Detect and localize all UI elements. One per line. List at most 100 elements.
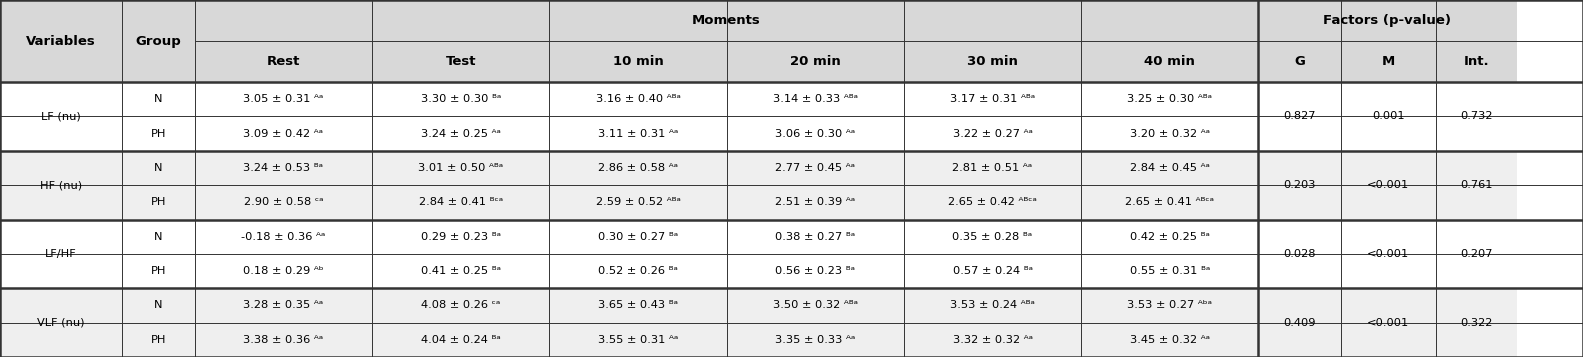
Text: 0.41 ± 0.25 ᴮᵃ: 0.41 ± 0.25 ᴮᵃ [421, 266, 500, 276]
Bar [904, 116, 1081, 151]
Bar [549, 220, 727, 254]
Bar [195, 0, 1258, 41]
Bar [549, 185, 727, 220]
Text: 0.827: 0.827 [1284, 111, 1315, 121]
Text: 3.25 ± 0.30 ᴬᴮᵃ: 3.25 ± 0.30 ᴬᴮᵃ [1127, 94, 1213, 104]
Bar [1081, 254, 1258, 288]
Bar [1341, 151, 1436, 220]
Bar [549, 82, 727, 116]
Bar [904, 323, 1081, 357]
Bar [0, 288, 122, 357]
Text: 2.84 ± 0.41 ᴮᶜᵃ: 2.84 ± 0.41 ᴮᶜᵃ [418, 197, 503, 207]
Bar [122, 82, 195, 116]
Text: HF (nu): HF (nu) [40, 180, 82, 190]
Text: 0.30 ± 0.27 ᴮᵃ: 0.30 ± 0.27 ᴮᵃ [598, 232, 678, 242]
Text: 3.16 ± 0.40 ᴬᴮᵃ: 3.16 ± 0.40 ᴬᴮᵃ [595, 94, 681, 104]
Bar [372, 254, 549, 288]
Bar [1081, 151, 1258, 185]
Text: N: N [154, 163, 163, 173]
Bar [1081, 288, 1258, 323]
Bar [1081, 116, 1258, 151]
Bar [727, 151, 904, 185]
Bar [549, 151, 727, 185]
Bar [1258, 82, 1341, 151]
Text: 3.53 ± 0.27 ᴬᵇᵃ: 3.53 ± 0.27 ᴬᵇᵃ [1127, 301, 1213, 311]
Bar [195, 323, 372, 357]
Text: 0.001: 0.001 [1372, 111, 1404, 121]
Bar [727, 82, 904, 116]
Bar [0, 151, 122, 220]
Text: 3.24 ± 0.25 ᴬᵃ: 3.24 ± 0.25 ᴬᵃ [421, 129, 500, 139]
Text: 0.322: 0.322 [1460, 318, 1493, 328]
Text: 0.42 ± 0.25 ᴮᵃ: 0.42 ± 0.25 ᴮᵃ [1130, 232, 1209, 242]
Bar [372, 41, 549, 82]
Text: 4.04 ± 0.24 ᴮᵃ: 4.04 ± 0.24 ᴮᵃ [421, 335, 500, 345]
Text: 3.65 ± 0.43 ᴮᵃ: 3.65 ± 0.43 ᴮᵃ [598, 301, 678, 311]
Text: 0.732: 0.732 [1460, 111, 1493, 121]
Text: 0.56 ± 0.23 ᴮᵃ: 0.56 ± 0.23 ᴮᵃ [776, 266, 855, 276]
Text: Factors (p-value): Factors (p-value) [1323, 14, 1452, 27]
Bar [727, 220, 904, 254]
Bar [0, 0, 122, 82]
Text: N: N [154, 301, 163, 311]
Text: 0.29 ± 0.23 ᴮᵃ: 0.29 ± 0.23 ᴮᵃ [421, 232, 500, 242]
Bar [372, 82, 549, 116]
Text: M: M [1382, 55, 1395, 68]
Text: 3.38 ± 0.36 ᴬᵃ: 3.38 ± 0.36 ᴬᵃ [244, 335, 323, 345]
Bar [904, 41, 1081, 82]
Text: PH: PH [150, 129, 166, 139]
Text: 3.50 ± 0.32 ᴬᴮᵃ: 3.50 ± 0.32 ᴬᴮᵃ [773, 301, 858, 311]
Text: 20 min: 20 min [790, 55, 841, 68]
Bar [549, 254, 727, 288]
Text: 3.09 ± 0.42 ᴬᵃ: 3.09 ± 0.42 ᴬᵃ [244, 129, 323, 139]
Bar [1258, 41, 1341, 82]
Bar [904, 82, 1081, 116]
Text: 0.18 ± 0.29 ᴬᵇ: 0.18 ± 0.29 ᴬᵇ [244, 266, 323, 276]
Bar [727, 185, 904, 220]
Text: PH: PH [150, 266, 166, 276]
Bar [122, 0, 195, 82]
Text: 3.45 ± 0.32 ᴬᵃ: 3.45 ± 0.32 ᴬᵃ [1130, 335, 1209, 345]
Text: 2.59 ± 0.52 ᴬᴮᵃ: 2.59 ± 0.52 ᴬᴮᵃ [595, 197, 681, 207]
Bar [372, 185, 549, 220]
Bar [904, 185, 1081, 220]
Bar [727, 116, 904, 151]
Bar [1258, 288, 1341, 357]
Bar [372, 220, 549, 254]
Bar [1341, 288, 1436, 357]
Text: LF (nu): LF (nu) [41, 111, 81, 121]
Text: PH: PH [150, 335, 166, 345]
Bar [1436, 220, 1517, 288]
Bar [122, 254, 195, 288]
Text: 0.55 ± 0.31 ᴮᵃ: 0.55 ± 0.31 ᴮᵃ [1130, 266, 1209, 276]
Text: 3.20 ± 0.32 ᴬᵃ: 3.20 ± 0.32 ᴬᵃ [1130, 129, 1209, 139]
Bar [1341, 220, 1436, 288]
Text: Moments: Moments [692, 14, 761, 27]
Text: 0.761: 0.761 [1460, 180, 1493, 190]
Bar [549, 41, 727, 82]
Text: Rest: Rest [266, 55, 301, 68]
Text: 3.30 ± 0.30 ᴮᵃ: 3.30 ± 0.30 ᴮᵃ [421, 94, 500, 104]
Bar [195, 220, 372, 254]
Text: 4.08 ± 0.26 ᶜᵃ: 4.08 ± 0.26 ᶜᵃ [421, 301, 500, 311]
Text: 3.28 ± 0.35 ᴬᵃ: 3.28 ± 0.35 ᴬᵃ [244, 301, 323, 311]
Text: Test: Test [445, 55, 476, 68]
Bar [1258, 151, 1341, 220]
Bar [1258, 0, 1517, 41]
Text: 2.77 ± 0.45 ᴬᵃ: 2.77 ± 0.45 ᴬᵃ [776, 163, 855, 173]
Text: 0.38 ± 0.27 ᴮᵃ: 0.38 ± 0.27 ᴮᵃ [776, 232, 855, 242]
Bar [1081, 185, 1258, 220]
Bar [1436, 288, 1517, 357]
Text: 2.51 ± 0.39 ᴬᵃ: 2.51 ± 0.39 ᴬᵃ [776, 197, 855, 207]
Bar [122, 185, 195, 220]
Bar [549, 116, 727, 151]
Bar [195, 288, 372, 323]
Text: 3.01 ± 0.50 ᴬᴮᵃ: 3.01 ± 0.50 ᴬᴮᵃ [418, 163, 503, 173]
Bar [1341, 41, 1436, 82]
Text: 3.32 ± 0.32 ᴬᵃ: 3.32 ± 0.32 ᴬᵃ [953, 335, 1032, 345]
Bar [904, 288, 1081, 323]
Bar [1081, 220, 1258, 254]
Text: <0.001: <0.001 [1368, 249, 1409, 259]
Text: 3.11 ± 0.31 ᴬᵃ: 3.11 ± 0.31 ᴬᵃ [598, 129, 678, 139]
Text: 2.90 ± 0.58 ᶜᵃ: 2.90 ± 0.58 ᶜᵃ [244, 197, 323, 207]
